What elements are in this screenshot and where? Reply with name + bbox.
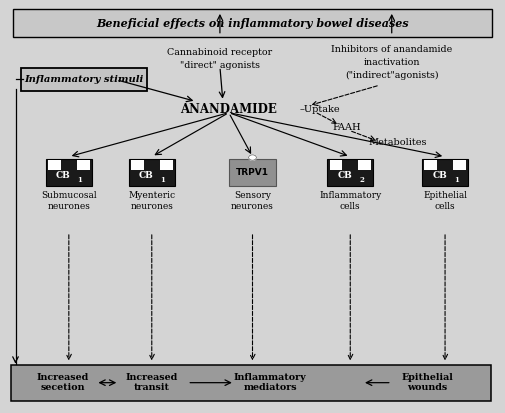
Text: ("indirect"agonists): ("indirect"agonists) [345, 71, 438, 80]
Text: Inflammatory
cells: Inflammatory cells [319, 191, 381, 211]
Text: –Uptake: –Uptake [300, 105, 340, 114]
FancyBboxPatch shape [129, 159, 175, 186]
FancyBboxPatch shape [453, 160, 466, 170]
Text: Submucosal
neurones: Submucosal neurones [41, 191, 96, 211]
Text: Beneficial effects on inflammatory bowel diseases: Beneficial effects on inflammatory bowel… [96, 18, 409, 29]
FancyBboxPatch shape [13, 9, 492, 37]
Text: Epithelial
wounds: Epithelial wounds [401, 373, 453, 392]
Text: Epithelial
cells: Epithelial cells [423, 191, 467, 211]
Text: TRPV1: TRPV1 [236, 168, 269, 177]
FancyBboxPatch shape [358, 160, 371, 170]
FancyBboxPatch shape [160, 160, 173, 170]
Text: 1: 1 [161, 176, 166, 184]
Text: 2: 2 [359, 176, 364, 184]
Text: Cannabinoid receptor: Cannabinoid receptor [167, 47, 273, 57]
FancyBboxPatch shape [48, 160, 61, 170]
FancyBboxPatch shape [327, 159, 373, 186]
Circle shape [248, 155, 257, 160]
Text: Increased
transit: Increased transit [126, 373, 178, 392]
Text: "direct" agonists: "direct" agonists [180, 61, 260, 70]
Text: CB: CB [56, 171, 71, 180]
FancyBboxPatch shape [131, 160, 144, 170]
Text: Sensory
neurones: Sensory neurones [231, 191, 274, 211]
FancyBboxPatch shape [229, 159, 276, 186]
Text: Inhibitors of anandamide: Inhibitors of anandamide [331, 45, 452, 54]
FancyBboxPatch shape [77, 160, 89, 170]
Text: ANANDAMIDE: ANANDAMIDE [180, 103, 277, 116]
Text: CB: CB [337, 171, 352, 180]
Text: Metabolites: Metabolites [368, 138, 427, 147]
Text: FAAH: FAAH [332, 123, 361, 132]
FancyBboxPatch shape [21, 68, 147, 91]
Text: 1: 1 [454, 176, 459, 184]
Text: 1: 1 [78, 176, 82, 184]
Text: Inflammatory stimuli: Inflammatory stimuli [24, 75, 143, 84]
Text: CB: CB [432, 171, 447, 180]
Text: CB: CB [139, 171, 154, 180]
FancyBboxPatch shape [424, 160, 437, 170]
FancyBboxPatch shape [46, 159, 92, 186]
Text: Increased
secetion: Increased secetion [37, 373, 89, 392]
FancyBboxPatch shape [330, 160, 342, 170]
Text: inactivation: inactivation [364, 58, 420, 67]
FancyBboxPatch shape [422, 159, 468, 186]
Text: Myenteric
neurones: Myenteric neurones [128, 191, 175, 211]
Text: Inflammatory
mediators: Inflammatory mediators [234, 373, 307, 392]
FancyBboxPatch shape [11, 365, 491, 401]
